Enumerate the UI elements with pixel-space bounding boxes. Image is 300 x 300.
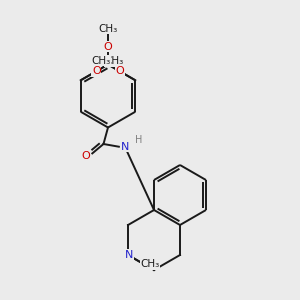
Text: O: O: [103, 41, 112, 52]
Text: CH₃: CH₃: [92, 56, 111, 66]
Text: H: H: [135, 135, 142, 145]
Text: CH₃: CH₃: [104, 56, 123, 66]
Text: CH₃: CH₃: [140, 259, 160, 269]
Text: O: O: [115, 66, 124, 76]
Text: N: N: [125, 250, 134, 260]
Text: O: O: [92, 66, 101, 76]
Text: N: N: [121, 142, 129, 152]
Text: CH₃: CH₃: [98, 23, 118, 34]
Text: O: O: [82, 151, 91, 160]
